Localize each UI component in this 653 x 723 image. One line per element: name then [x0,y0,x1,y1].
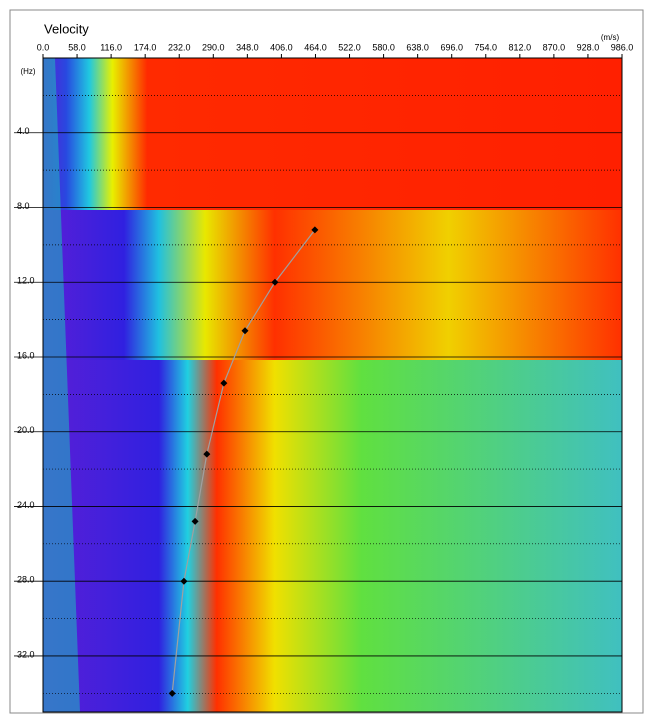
x-tick-label: 638.0 [406,42,429,52]
dispersion-curve [171,229,316,694]
y-unit: (Hz) [20,67,35,76]
x-tick-label: 580.0 [372,42,395,52]
y-tick-label: 28.0 [17,575,35,585]
x-tick-label: 696.0 [440,42,463,52]
y-tick-label: 16.0 [17,350,35,360]
x-tick-label: 928.0 [577,42,600,52]
x-tick-label: 870.0 [543,42,566,52]
x-tick-label: 0.0 [37,42,50,52]
y-tick-label: 8.0 [17,201,30,211]
x-tick-label: 754.0 [474,42,497,52]
picked-point [311,226,319,234]
x-tick-label: 348.0 [236,42,259,52]
x-tick-label: 986.0 [611,42,634,52]
x-unit: (m/s) [601,33,620,42]
dispersion-image [43,58,622,712]
x-tick-label: 290.0 [202,42,225,52]
x-tick-label: 464.0 [304,42,327,52]
picked-point [271,278,279,286]
x-tick-label: 58.0 [68,42,86,52]
y-tick-label: 4.0 [17,126,30,136]
picked-point [168,689,176,697]
y-tick-label: 20.0 [17,425,35,435]
y-tick-label: 12.0 [17,276,35,286]
x-tick-label: 406.0 [270,42,293,52]
x-tick-label: 232.0 [168,42,191,52]
picked-point [220,379,228,387]
y-tick-label: 32.0 [17,649,35,659]
plot-border [42,57,623,713]
x-tick-label: 116.0 [100,42,122,52]
x-tick-label: 174.0 [134,42,157,52]
picked-point [241,327,249,335]
picked-point [191,517,199,525]
x-tick-label: 522.0 [338,42,361,52]
picked-point [203,450,211,458]
y-tick-label: 24.0 [17,500,35,510]
frame [9,9,644,714]
chart-title: Velocity [44,21,89,36]
picked-point [180,577,188,585]
x-tick-label: 812.0 [509,42,532,52]
